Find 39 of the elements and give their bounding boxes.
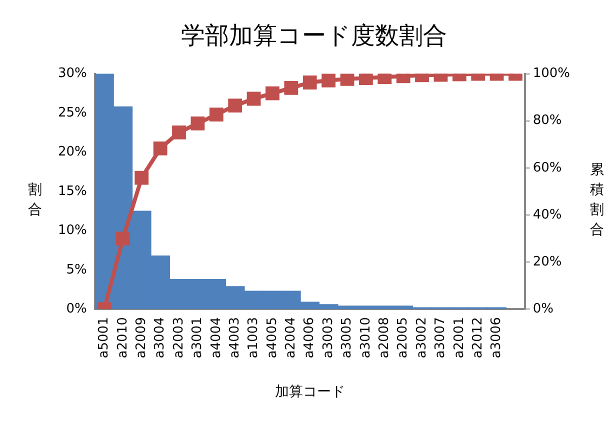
y2-axis-title: 累積割合 [590,161,605,240]
x-tick-label: a4005 [264,317,280,358]
y-tick-label: 30% [58,66,87,82]
x-tick-label: a3007 [433,317,448,358]
x-tick-label: a2012 [470,317,486,358]
x-axis-title: 加算コード [274,384,345,400]
x-tick-label: a3010 [358,317,374,358]
x-tick-label: a5001 [96,317,112,358]
x-tick-label: a2009 [134,317,149,358]
x-tick-label: a2001 [452,317,467,358]
y2-tick-label: 40% [532,207,562,222]
x-tick-label: a2005 [396,317,411,358]
x-tick-label: a3004 [152,317,168,358]
x-tick-label: a3003 [320,317,336,358]
y-tick-label: 20% [58,144,87,160]
x-tick-label: a3002 [414,317,430,358]
y2-tick-label: 100% [532,66,570,82]
y2-tick-label: 80% [532,113,562,128]
y-axis-title: 割合 [28,181,43,220]
chart-title: 学部加算コード度数割合 [181,22,447,50]
y-tick-label: 0% [66,302,87,317]
x-tick-label: a1003 [246,317,262,358]
x-tick-label: a2004 [284,317,299,358]
y2-tick-label: 20% [532,254,562,270]
x-tick-label: a4004 [208,317,224,358]
x-tick-label: a3001 [190,317,206,358]
y-tick-label: 10% [58,223,87,238]
x-tick-label: a3006 [489,317,504,358]
x-tick-label: a4003 [227,317,242,358]
x-tick-label: a3005 [340,317,355,358]
x-tick-label: a2010 [115,317,130,358]
y-tick-label: 25% [58,105,87,120]
x-tick-label: a2008 [377,317,392,358]
y-tick-label: 15% [58,184,87,199]
x-tick-label: a2003 [171,317,186,358]
y2-tick-label: 0% [532,302,554,317]
x-tick-label: a4006 [302,317,318,358]
y-tick-label: 5% [66,262,87,278]
y2-tick-label: 60% [532,160,562,176]
